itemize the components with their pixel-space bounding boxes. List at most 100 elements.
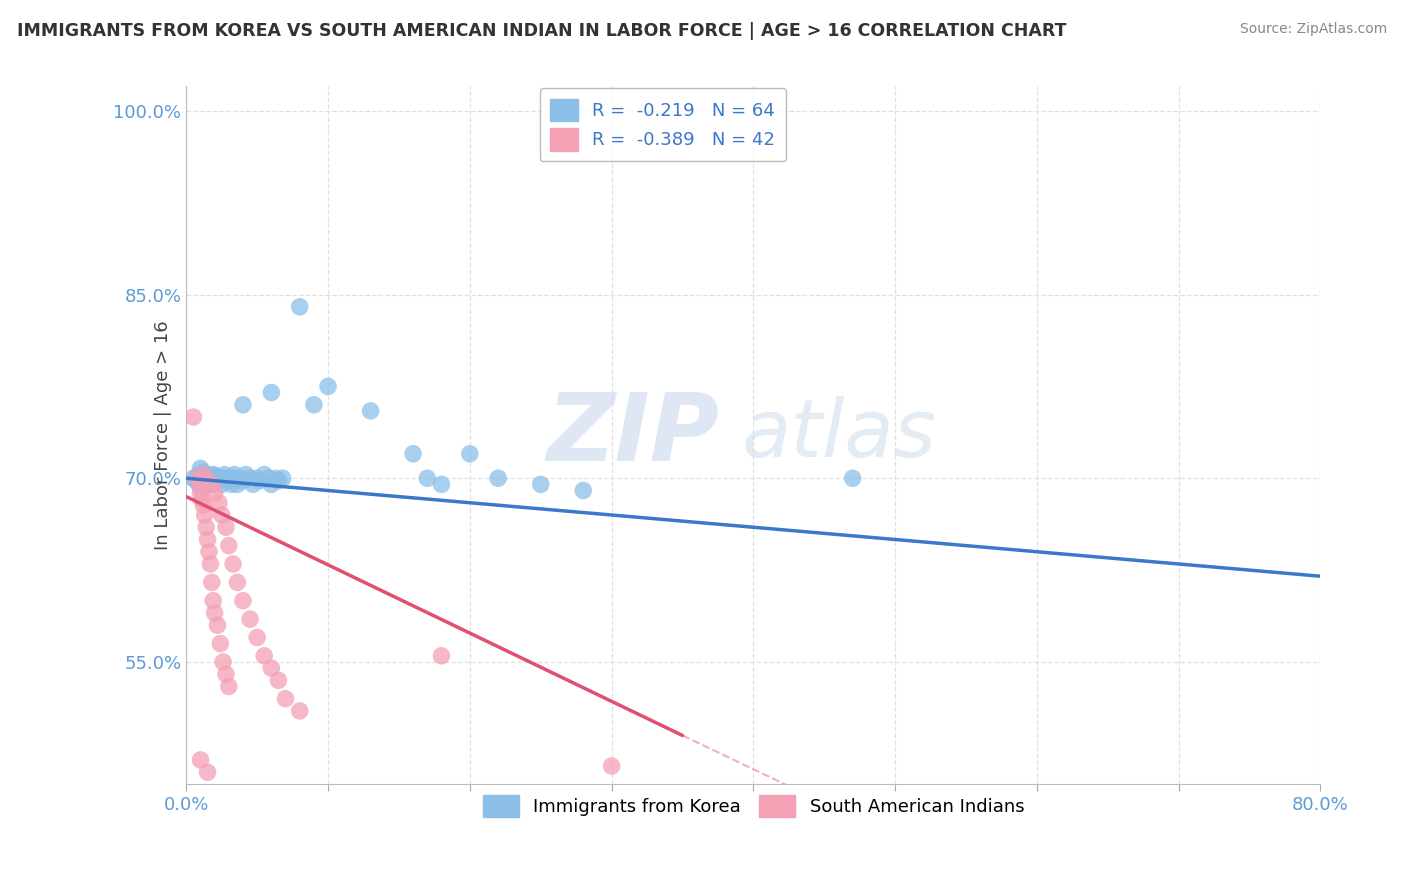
Point (204, 471, 226, 485)
Point (198, 477, 221, 491)
Point (187, 471, 209, 485)
Point (204, 486, 226, 500)
Point (212, 655, 235, 669)
Point (214, 467, 236, 482)
Point (200, 557, 222, 571)
Point (207, 471, 229, 485)
Point (430, 648, 453, 663)
Point (187, 468, 209, 483)
Text: Source: ZipAtlas.com: Source: ZipAtlas.com (1240, 22, 1388, 37)
Point (246, 631, 269, 645)
Point (205, 468, 228, 483)
Point (218, 474, 240, 488)
Point (215, 520, 238, 534)
Point (218, 539, 240, 553)
Point (195, 520, 218, 534)
Point (360, 404, 382, 418)
Point (239, 612, 262, 626)
Point (288, 300, 311, 314)
Point (204, 477, 226, 491)
Point (190, 477, 212, 491)
Point (253, 648, 276, 663)
Point (316, 379, 339, 393)
Point (264, 471, 287, 485)
Point (195, 467, 218, 482)
Point (198, 545, 221, 559)
Point (458, 447, 481, 461)
Text: IMMIGRANTS FROM KOREA VS SOUTH AMERICAN INDIAN IN LABOR FORCE | AGE > 16 CORRELA: IMMIGRANTS FROM KOREA VS SOUTH AMERICAN … (17, 22, 1066, 40)
Point (204, 606, 226, 620)
Point (246, 471, 269, 485)
Text: ZIP: ZIP (547, 390, 720, 482)
Point (841, 471, 863, 485)
Point (200, 471, 222, 485)
Point (211, 508, 233, 522)
Point (224, 467, 246, 482)
Point (193, 475, 215, 489)
Point (215, 667, 238, 681)
Point (572, 483, 595, 498)
Point (207, 618, 229, 632)
Point (190, 486, 212, 500)
Point (209, 637, 232, 651)
Point (193, 467, 215, 482)
Point (208, 474, 231, 488)
Point (239, 471, 262, 485)
Point (226, 575, 249, 590)
Point (242, 477, 264, 491)
Point (190, 753, 212, 767)
Point (194, 508, 217, 522)
Point (260, 477, 283, 491)
Point (219, 471, 242, 485)
Point (486, 471, 509, 485)
Point (267, 673, 290, 688)
Point (271, 471, 294, 485)
Point (260, 385, 283, 400)
Point (194, 477, 217, 491)
Y-axis label: In Labor Force | Age > 16: In Labor Force | Age > 16 (155, 320, 173, 550)
Point (197, 474, 219, 488)
Point (193, 465, 215, 479)
Point (267, 474, 290, 488)
Text: atlas: atlas (742, 396, 936, 475)
Point (190, 480, 212, 494)
Legend: Immigrants from Korea, South American Indians: Immigrants from Korea, South American In… (475, 788, 1032, 824)
Point (253, 467, 276, 482)
Point (188, 477, 211, 491)
Point (260, 661, 283, 675)
Point (225, 471, 247, 485)
Point (232, 398, 254, 412)
Point (197, 474, 219, 488)
Point (186, 474, 208, 488)
Point (232, 474, 254, 488)
Point (229, 471, 252, 485)
Point (222, 557, 245, 571)
Point (232, 593, 254, 607)
Point (188, 474, 211, 488)
Point (600, 759, 623, 773)
Point (249, 474, 271, 488)
Point (530, 477, 553, 491)
Point (194, 471, 217, 485)
Point (183, 471, 205, 485)
Point (190, 467, 212, 482)
Point (402, 447, 425, 461)
Point (218, 680, 240, 694)
Point (193, 498, 215, 512)
Point (235, 467, 257, 482)
Point (221, 477, 243, 491)
Point (197, 471, 219, 485)
Point (302, 398, 325, 412)
Point (416, 471, 439, 485)
Point (209, 471, 232, 485)
Point (201, 575, 224, 590)
Point (183, 410, 205, 425)
Point (226, 477, 249, 491)
Point (201, 474, 224, 488)
Point (430, 477, 453, 491)
Point (274, 691, 297, 706)
Point (212, 471, 235, 485)
Point (201, 477, 224, 491)
Point (288, 704, 311, 718)
Point (191, 492, 214, 507)
